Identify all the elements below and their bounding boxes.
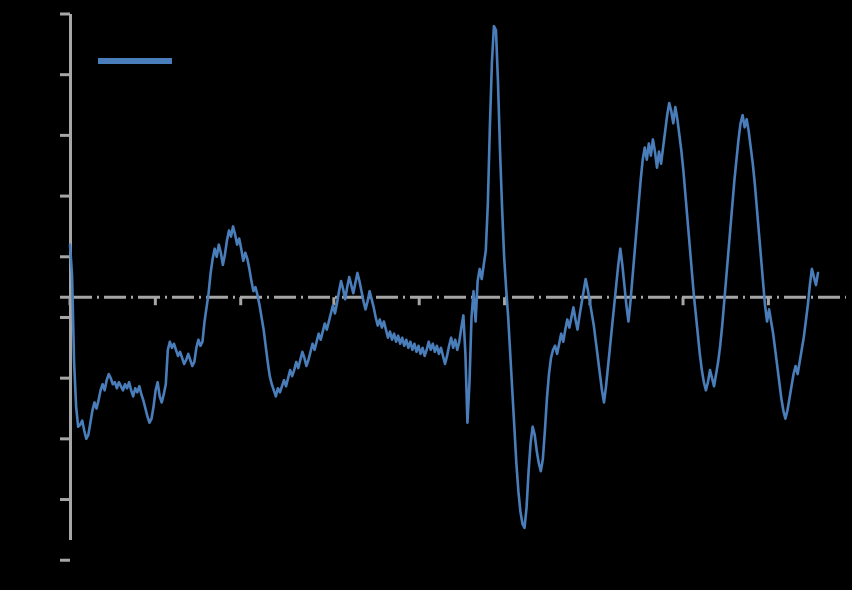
series-line [68, 24, 820, 530]
y-axis-ticks [60, 12, 70, 562]
